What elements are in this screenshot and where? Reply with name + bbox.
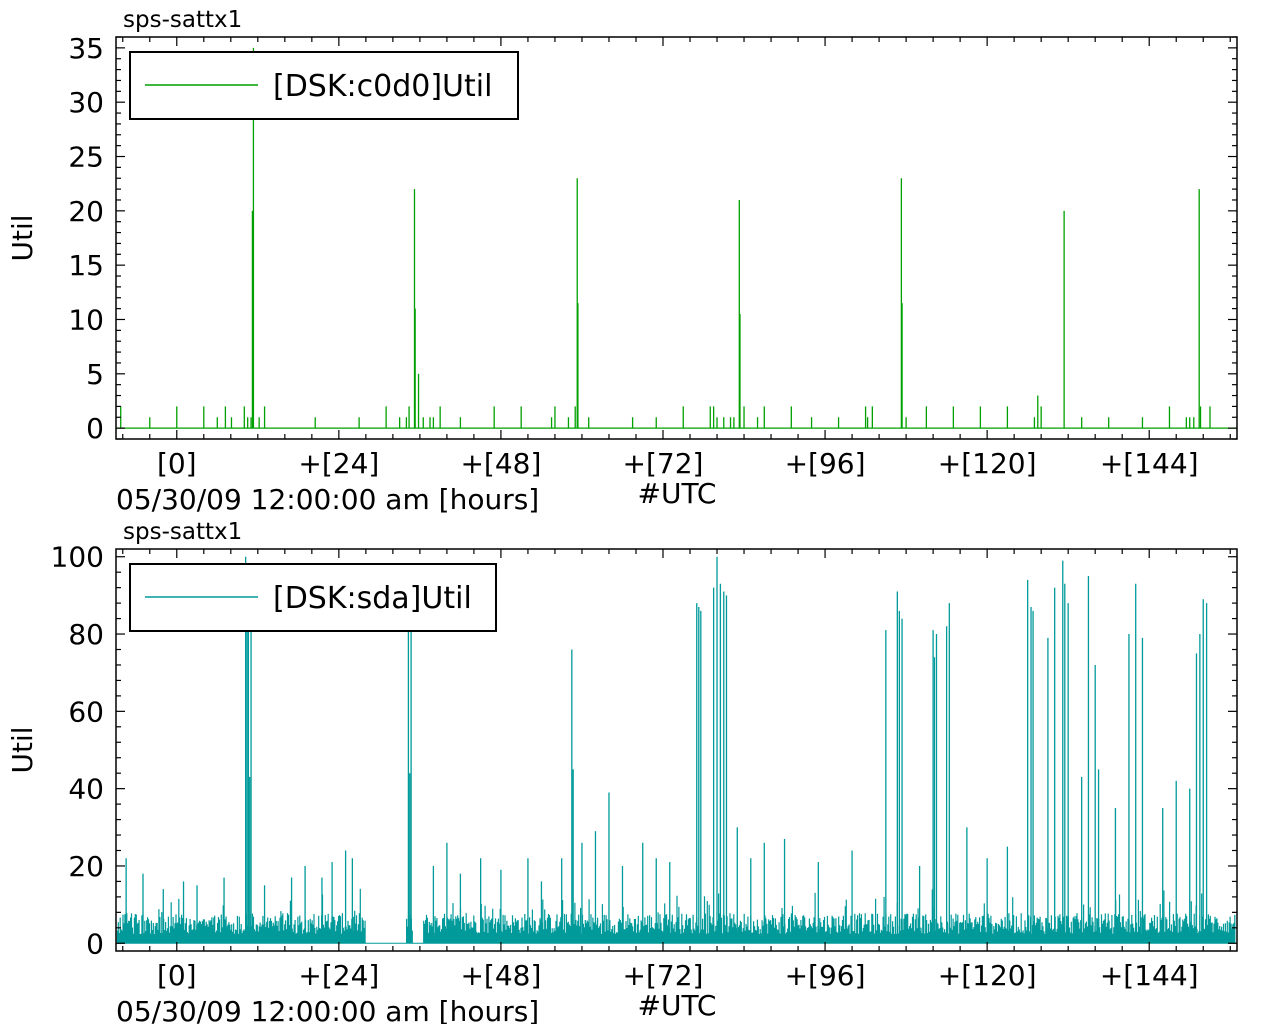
x-tick-label: +[24] (298, 447, 379, 480)
plot-frame (115, 548, 1238, 952)
y-tick-label: 0 (86, 412, 104, 445)
x-axis-timezone-label: #UTC (638, 477, 717, 510)
y-tick-label: 0 (86, 927, 104, 960)
x-tick-label: +[144] (1100, 447, 1199, 480)
y-tick-label: 20 (68, 195, 104, 228)
y-tick-label: 10 (68, 303, 104, 336)
x-tick-label: +[72] (623, 959, 704, 992)
x-tick-label: +[48] (460, 447, 541, 480)
x-tick-label: +[144] (1100, 959, 1199, 992)
x-axis-label: 05/30/09 12:00:00 am [hours] (116, 483, 539, 516)
y-axis-label: Util (6, 726, 39, 773)
series-1 (116, 556, 1237, 944)
x-tick-label: +[120] (938, 447, 1037, 480)
x-tick-label: +[120] (938, 959, 1037, 992)
x-tick-label: +[96] (785, 959, 866, 992)
y-tick-label: 30 (68, 86, 104, 119)
x-tick-label: [0] (157, 447, 197, 480)
series-noise-band (116, 888, 1236, 944)
legend-label: [DSK:c0d0]Util (273, 69, 492, 104)
chart-title: sps-sattx1 (123, 7, 242, 33)
x-axis-label: 05/30/09 12:00:00 am [hours] (116, 995, 539, 1024)
y-axis-label: Util (6, 214, 39, 261)
x-tick-label: +[96] (785, 447, 866, 480)
x-tick-label: +[72] (623, 447, 704, 480)
x-tick-label: [0] (157, 959, 197, 992)
y-tick-label: 80 (68, 618, 104, 651)
y-tick-label: 25 (68, 141, 104, 174)
x-tick-label: +[48] (460, 959, 541, 992)
legend-label: [DSK:sda]Util (273, 581, 472, 616)
y-tick-label: 60 (68, 695, 104, 728)
chart-title: sps-sattx1 (123, 519, 242, 545)
y-tick-label: 100 (51, 541, 104, 574)
x-axis-timezone-label: #UTC (638, 989, 717, 1022)
y-tick-label: 20 (68, 850, 104, 883)
y-tick-label: 5 (86, 358, 104, 391)
y-tick-label: 40 (68, 773, 104, 806)
plot-frame (115, 36, 1238, 440)
y-tick-label: 35 (68, 32, 104, 65)
y-tick-label: 15 (68, 249, 104, 282)
x-tick-label: +[24] (298, 959, 379, 992)
